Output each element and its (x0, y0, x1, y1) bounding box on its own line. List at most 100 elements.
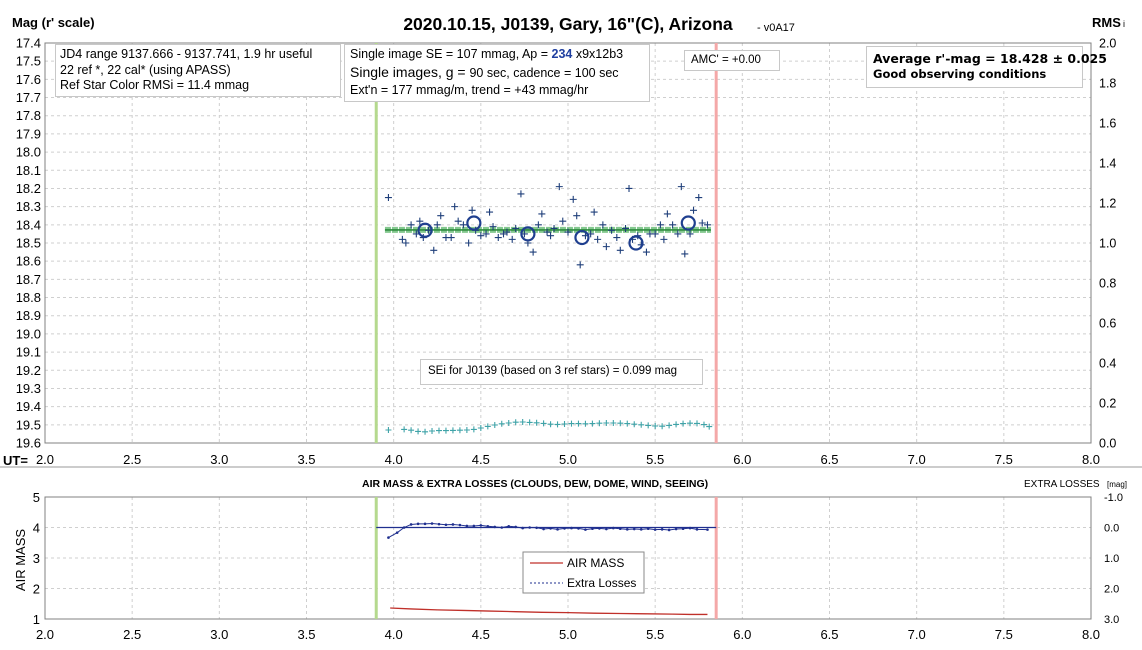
single-image-point (660, 235, 668, 243)
single-image-point (550, 224, 558, 232)
x-tick-label: 4.0 (385, 452, 403, 467)
extra-losses-point (423, 522, 427, 526)
extra-losses-point (605, 527, 608, 531)
x-tick-label: 6.0 (733, 452, 751, 467)
extra-losses-point (444, 523, 448, 527)
lower-x-tick-label: 8.0 (1082, 627, 1100, 642)
y-tick-label: 18.5 (16, 236, 41, 251)
rms-point (415, 428, 422, 435)
extra-losses-point (706, 528, 709, 531)
extra-losses-point (612, 526, 615, 530)
extra-losses-point (458, 523, 462, 527)
y-tick-label: 17.9 (16, 126, 41, 141)
rms-point (547, 421, 554, 428)
x-tick-label: 3.0 (210, 452, 228, 467)
single-image-point (503, 228, 511, 236)
ut-label: UT= (3, 453, 28, 468)
x-tick-label: 5.0 (559, 452, 577, 467)
air-mass-tick-label: 5 (33, 490, 40, 505)
binned-mean-circle (466, 215, 482, 231)
rms-point (645, 422, 652, 429)
y-tick-label: 18.1 (16, 163, 41, 178)
extra-losses-point (619, 527, 622, 531)
rms-point (429, 428, 436, 434)
single-image-point (384, 194, 392, 202)
x-tick-label: 2.0 (36, 452, 54, 467)
y-tick-label: 19.2 (16, 363, 41, 378)
single-image-point (398, 235, 406, 243)
x-tick-label: 3.5 (297, 452, 315, 467)
extra-losses-line (388, 523, 708, 539)
single-image-point (486, 208, 494, 216)
conditions-text: Good observing conditions (873, 66, 1047, 81)
binned-mean-circle (628, 235, 644, 251)
single-image-point (616, 246, 624, 254)
extra-losses-point (416, 522, 420, 526)
x-tick-label: 7.5 (995, 452, 1013, 467)
y-tick-label: 18.2 (16, 181, 41, 196)
average-mag-text: Average r'-mag = 18.428 ± 0.025 (873, 51, 1107, 66)
rms-point (470, 426, 477, 433)
y2-tick-label: 0.0 (1099, 437, 1116, 451)
ref-color-rms-text: Ref Star Color RMSi = 11.4 mmag (60, 78, 250, 93)
extra-losses-point (681, 527, 685, 531)
single-image-point (669, 221, 677, 229)
rms-point (687, 420, 694, 427)
rms-point (624, 420, 631, 427)
binned-mean-circle (574, 229, 590, 246)
single-image-point (622, 224, 630, 232)
rms-point (422, 428, 429, 435)
single-image-point (465, 239, 473, 247)
single-image-point (573, 212, 581, 220)
lower-x-tick-label: 6.5 (820, 627, 838, 642)
rms-point (652, 423, 659, 429)
single-image-point (663, 210, 671, 218)
y-tick-label: 18.4 (16, 217, 41, 232)
air-mass-line (390, 607, 708, 616)
y-tick-label: 18.7 (16, 272, 41, 287)
single-image-point (608, 226, 616, 234)
extra-losses-point (528, 526, 531, 529)
single-image-point (433, 221, 441, 229)
extra-losses-point (451, 523, 455, 526)
air-mass-tick-label: 4 (33, 521, 40, 536)
single-image-point (477, 232, 485, 240)
single-image-point (642, 248, 650, 256)
single-image-point (656, 221, 664, 229)
rms-point (463, 427, 470, 433)
single-image-point (625, 184, 633, 192)
rms-point (680, 420, 687, 427)
single-image-point (681, 250, 689, 258)
binned-mean-circle (520, 226, 536, 242)
amc-label: AMC' = +0.00 (691, 54, 761, 66)
rms-point (526, 419, 533, 426)
single-image-point (564, 228, 572, 236)
extra-losses-tick-label: -1.0 (1104, 492, 1123, 504)
rms-point (659, 423, 666, 430)
rms-point (540, 420, 547, 427)
x-tick-label: 4.5 (472, 452, 490, 467)
single-image-point (674, 230, 682, 238)
single-image-point (559, 217, 567, 225)
rms-point (631, 421, 638, 428)
y-tick-label: 18.0 (16, 145, 41, 160)
lower-x-tick-label: 5.5 (646, 627, 664, 642)
extra-losses-point (688, 526, 692, 530)
y2-tick-label: 0.2 (1099, 397, 1116, 411)
extra-losses-point (549, 527, 552, 530)
single-image-point (686, 230, 694, 238)
single-image-point (517, 190, 525, 198)
upper-chart: 17.4 17.5 17.6 17.7 17.8 17.9 18.0 18.1 18.2 18.3… (16, 36, 1117, 468)
rms-point (638, 421, 645, 428)
extra-losses-point (409, 523, 413, 526)
binned-mean-circle (680, 215, 696, 231)
single-image-point (698, 219, 706, 227)
rms-point (617, 420, 624, 427)
y-tick-label: 19.6 (16, 436, 41, 451)
aperture-value: 234 (551, 47, 573, 61)
info-box-center: Single image SE = 107 mmag, Ap = 234 x9x… (344, 44, 650, 102)
y2-tick-label: 1.2 (1099, 197, 1116, 211)
air-mass-tick-label: 1 (33, 612, 40, 627)
single-image-point (534, 221, 542, 229)
